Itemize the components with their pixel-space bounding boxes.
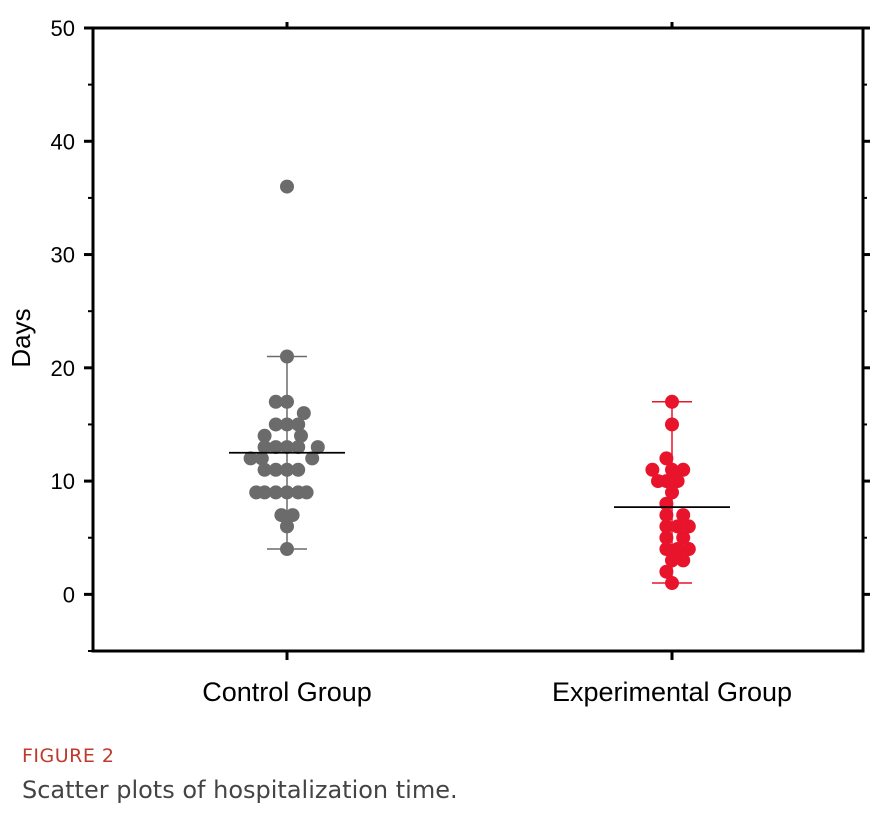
data-point [645,462,660,477]
y-tick-label: 10 [51,469,75,494]
data-point [659,564,674,579]
data-point [310,440,325,455]
data-point [665,417,679,432]
data-point [285,508,300,523]
data-point [676,553,691,568]
data-point [665,394,679,409]
data-point [676,530,691,545]
data-point [659,508,674,523]
data-point [294,428,308,443]
data-point [670,474,685,489]
data-point [676,462,691,477]
y-tick-label: 20 [51,356,75,381]
x-category-label: Control Group [202,677,372,707]
data-point [305,451,320,466]
data-point [665,485,679,500]
data-point [268,440,283,455]
data-point [665,462,679,477]
y-axis-title: Days [6,308,36,367]
data-point [280,349,294,364]
data-point [243,451,258,466]
data-point [291,440,306,455]
data-point [681,519,696,534]
scatter-chart: 0 10 20 30 40 50 Control Group Experimental Gro… [6,16,870,707]
data-point [280,394,294,409]
x-category-label: Experimental Group [552,677,792,707]
data-point [257,485,272,500]
figure-label: FIGURE 2 [22,745,115,767]
data-point [659,530,674,545]
y-tick-label: 40 [51,129,75,154]
data-point [257,440,272,455]
plot-frame [91,26,865,653]
data-point [659,474,674,489]
data-point [676,508,691,523]
data-point [280,417,294,432]
data-point [659,542,674,557]
data-point [659,519,674,534]
data-point [257,428,272,443]
figure-caption: Scatter plots of hospitalization time. [22,776,458,804]
data-point [268,394,283,409]
data-point [280,519,294,534]
data-point [280,179,294,194]
data-point [280,542,294,557]
data-point [268,462,283,477]
data-point [280,485,294,500]
data-point [299,485,314,500]
data-point [274,508,289,523]
data-point [296,406,311,421]
data-point [670,542,685,557]
data-point [280,462,294,477]
data-point [280,440,294,455]
data-point [659,451,674,466]
data-point [291,417,306,432]
data-point [291,462,306,477]
data-point [268,485,283,500]
y-tick-label: 30 [51,243,75,268]
data-point [681,542,696,557]
data-point [268,417,283,432]
y-tick-label: 50 [51,16,75,41]
data-point [257,462,272,477]
data-point [665,576,679,591]
data-point [665,553,679,568]
data-point [254,451,269,466]
y-tick-label: 0 [63,582,75,607]
data-point [670,519,685,534]
